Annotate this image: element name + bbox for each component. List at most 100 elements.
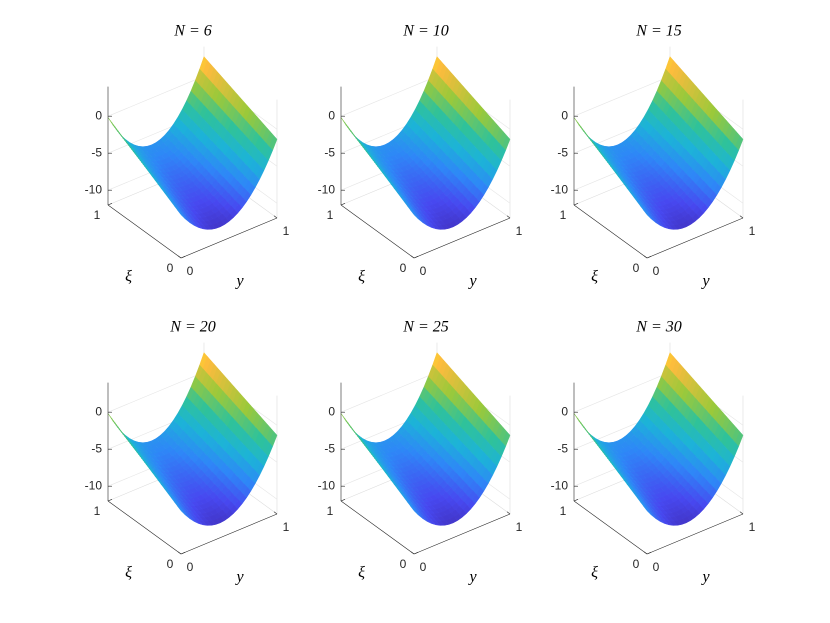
xi-tick-label: 1 <box>327 504 334 518</box>
y-tick <box>410 551 415 555</box>
grid-line <box>107 75 205 117</box>
xi-tick <box>340 499 346 502</box>
xi-tick <box>180 256 186 259</box>
y-tick-label: 0 <box>187 264 194 278</box>
xi-axis <box>340 500 415 555</box>
y-tick <box>643 551 648 555</box>
z-tick-label: -10 <box>318 182 336 196</box>
xi-axis <box>340 204 415 259</box>
surface-patch <box>177 210 186 220</box>
z-tick-label: -10 <box>551 478 569 492</box>
subplot-title: N = 25 <box>402 319 448 336</box>
xi-tick <box>107 499 113 502</box>
y-axis-label: y <box>467 569 477 586</box>
y-axis-label: y <box>467 273 477 290</box>
grid-line <box>573 371 671 413</box>
xi-tick <box>646 256 652 259</box>
xi-tick-label: 1 <box>327 208 334 222</box>
subplot: 0 -5 -10 0 1 0 1 ξ y N = 25 <box>318 319 523 586</box>
y-tick <box>643 255 648 259</box>
y-tick-label: 0 <box>653 560 660 574</box>
z-tick-label: -10 <box>551 182 569 196</box>
z-tick-label: -10 <box>318 478 336 492</box>
xi-tick-label: 0 <box>167 261 174 275</box>
y-axis <box>413 513 511 555</box>
z-tick-label: 0 <box>328 404 335 418</box>
grid-line <box>340 371 438 413</box>
xi-axis-label: ξ <box>358 564 365 581</box>
xi-tick <box>107 203 113 206</box>
y-tick <box>410 255 415 259</box>
y-axis <box>646 513 744 555</box>
surface <box>107 352 278 526</box>
subplot: 0 -5 -10 0 1 0 1 ξ y N = 30 <box>551 319 756 586</box>
z-tick-label: 0 <box>561 404 568 418</box>
xi-axis <box>107 500 182 555</box>
xi-tick-label: 0 <box>167 557 174 571</box>
xi-tick <box>413 552 419 555</box>
surface-patch <box>410 506 419 516</box>
y-axis-label: y <box>234 273 244 290</box>
surface-patch <box>410 210 419 220</box>
grid-line <box>573 75 671 117</box>
surface-patch <box>643 506 652 516</box>
y-tick-label: 1 <box>283 224 290 238</box>
xi-tick-label: 0 <box>400 557 407 571</box>
y-tick <box>273 511 278 515</box>
xi-tick-label: 1 <box>560 504 567 518</box>
y-axis <box>180 217 278 259</box>
z-tick-label: -10 <box>85 182 103 196</box>
z-tick-label: -5 <box>557 441 568 455</box>
y-tick <box>739 215 744 219</box>
xi-axis-label: ξ <box>591 564 598 581</box>
z-tick-label: 0 <box>561 108 568 122</box>
subplot-title: N = 6 <box>173 23 211 40</box>
y-axis-label: y <box>234 569 244 586</box>
y-tick-label: 1 <box>283 520 290 534</box>
y-tick-label: 1 <box>749 224 756 238</box>
xi-tick <box>340 203 346 206</box>
y-tick-label: 1 <box>516 520 523 534</box>
xi-axis <box>107 204 182 259</box>
y-tick-label: 1 <box>749 520 756 534</box>
xi-tick-label: 0 <box>400 261 407 275</box>
z-tick-label: 0 <box>328 108 335 122</box>
surface-patch <box>643 210 652 220</box>
xi-tick <box>573 203 579 206</box>
y-tick <box>506 511 511 515</box>
surface <box>107 56 278 230</box>
y-tick <box>177 551 182 555</box>
z-tick-label: 0 <box>95 404 102 418</box>
xi-axis-label: ξ <box>125 564 132 581</box>
y-tick-label: 0 <box>187 560 194 574</box>
z-tick-label: -5 <box>324 145 335 159</box>
xi-axis <box>573 204 648 259</box>
surface <box>340 56 511 230</box>
z-tick-label: -10 <box>85 478 103 492</box>
y-axis-label: y <box>700 273 710 290</box>
grid-line <box>340 75 438 117</box>
xi-tick <box>646 552 652 555</box>
y-tick-label: 0 <box>653 264 660 278</box>
z-tick-label: 0 <box>95 108 102 122</box>
xi-tick <box>573 499 579 502</box>
xi-tick-label: 1 <box>560 208 567 222</box>
y-tick-label: 0 <box>420 264 427 278</box>
z-tick-label: -5 <box>91 441 102 455</box>
xi-axis-label: ξ <box>125 268 132 285</box>
subplot: 0 -5 -10 0 1 0 1 ξ y N = 20 <box>85 319 290 586</box>
y-tick <box>739 511 744 515</box>
surface <box>573 56 744 230</box>
subplot-title: N = 20 <box>169 319 215 336</box>
subplot-title: N = 30 <box>635 319 681 336</box>
y-axis-label: y <box>700 569 710 586</box>
y-tick-label: 0 <box>420 560 427 574</box>
z-tick-label: -5 <box>91 145 102 159</box>
z-tick-label: -5 <box>557 145 568 159</box>
y-tick <box>273 215 278 219</box>
y-axis <box>413 217 511 259</box>
xi-axis-label: ξ <box>358 268 365 285</box>
subplot: 0 -5 -10 0 1 0 1 ξ y N = 6 <box>85 23 290 290</box>
xi-axis-label: ξ <box>591 268 598 285</box>
subplot-title: N = 10 <box>402 23 448 40</box>
